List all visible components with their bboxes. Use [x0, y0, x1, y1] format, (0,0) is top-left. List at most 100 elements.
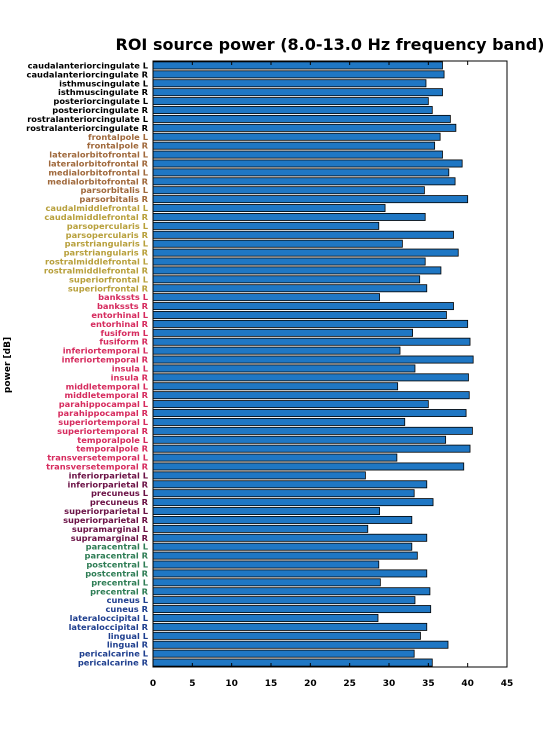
bar — [152, 614, 379, 622]
bar — [152, 426, 473, 435]
roi-label: rostralanteriorcingulate R — [26, 123, 148, 133]
bar — [152, 355, 474, 364]
roi-label: cuneus L — [107, 595, 149, 605]
bar — [152, 177, 456, 186]
roi-label: transversetemporal L — [47, 453, 148, 463]
bar — [152, 70, 445, 79]
bar — [152, 328, 414, 337]
bar — [152, 373, 469, 382]
roi-label: parsopercularis R — [66, 230, 149, 240]
roi-label: caudalanteriorcingulate R — [27, 69, 149, 79]
bar — [152, 97, 429, 106]
roi-label: parsorbitalis L — [80, 185, 148, 195]
roi-label: caudalmiddlefrontal R — [44, 212, 148, 222]
bar — [152, 239, 403, 248]
bars-layer — [152, 61, 474, 667]
roi-label: temporalpole R — [76, 444, 148, 454]
plot-frame — [152, 60, 508, 668]
bar — [152, 444, 471, 453]
bar — [152, 542, 413, 551]
roi-label: parsopercularis L — [67, 221, 149, 231]
roi-label: pericalcarine L — [79, 649, 149, 659]
bar — [152, 311, 447, 319]
roi-label: entorhinal R — [90, 319, 148, 329]
bar — [152, 622, 428, 631]
bar — [152, 123, 457, 132]
roi-label: inferiorparietal R — [67, 479, 148, 489]
bar — [152, 640, 449, 649]
roi-label: postcentral R — [85, 568, 148, 578]
bar — [152, 462, 465, 471]
roi-label: lateraloccipital R — [69, 622, 149, 632]
bar — [152, 587, 431, 596]
bar — [152, 159, 463, 168]
roi-label: parahippocampal R — [58, 408, 149, 418]
bar — [152, 578, 381, 587]
roi-labels-layer: caudalanteriorcingulate Lcaudalanteriorc… — [26, 60, 149, 667]
x-tick-label: 30 — [383, 679, 396, 689]
roi-label: inferiorparietal L — [69, 470, 149, 480]
bar — [152, 489, 415, 498]
roi-label: lateraloccipital L — [70, 613, 149, 623]
bar — [152, 524, 369, 533]
roi-label: rostralmiddlefrontal L — [45, 257, 149, 267]
x-tick-label: 5 — [189, 679, 195, 689]
bar — [152, 114, 451, 123]
bar — [152, 284, 428, 293]
roi-label: supramarginal L — [72, 524, 149, 534]
y-axis-label: power [dB] — [3, 337, 13, 393]
roi-label: rostralmiddlefrontal R — [44, 265, 149, 275]
bar — [152, 480, 428, 489]
roi-label: superiorparietal L — [64, 506, 149, 516]
x-tick-label: 20 — [304, 679, 317, 689]
roi-label: insula R — [111, 372, 149, 382]
roi-label: temporalpole L — [77, 435, 148, 445]
x-tick-label: 0 — [150, 679, 156, 689]
bar — [152, 221, 380, 230]
roi-label: medialorbitofrontal L — [48, 167, 148, 177]
bar — [152, 132, 441, 141]
roi-label: pericalcarine R — [78, 658, 149, 668]
roi-label: frontalpole R — [87, 141, 149, 151]
bar — [152, 337, 471, 346]
bar — [152, 346, 401, 355]
bar — [152, 391, 470, 400]
x-axis: 0 5 10 15 20 25 30 35 40 45 — [150, 60, 513, 689]
roi-label: precentral L — [91, 577, 148, 587]
roi-label: caudalmiddlefrontal L — [45, 203, 148, 213]
roi-label: lingual R — [107, 640, 149, 650]
bar — [152, 248, 459, 257]
roi-label: posteriorcingulate R — [52, 105, 148, 115]
bar — [152, 649, 415, 658]
roi-label: bankssts L — [98, 292, 149, 302]
bar — [152, 168, 450, 177]
bar — [152, 560, 380, 569]
roi-label: caudalanteriorcingulate L — [28, 60, 149, 70]
bar — [152, 302, 454, 311]
roi-label: isthmuscingulate R — [58, 87, 149, 97]
roi-label: precentral R — [90, 586, 148, 596]
roi-label: fusiform L — [100, 328, 148, 338]
x-tick-label: 40 — [461, 679, 474, 689]
roi-label: parsorbitalis R — [79, 194, 148, 204]
bar — [152, 212, 426, 221]
roi-label: medialorbitofrontal R — [47, 176, 148, 186]
bar — [152, 319, 469, 328]
roi-label: lateralorbitofrontal L — [49, 150, 148, 160]
roi-label: superiortemporal R — [57, 426, 148, 436]
roi-label: postcentral L — [86, 560, 148, 570]
bar — [152, 141, 436, 150]
roi-label: parstriangularis R — [64, 248, 149, 258]
roi-label: precuneus R — [90, 497, 149, 507]
bar — [152, 382, 399, 391]
roi-label: insula L — [112, 363, 149, 373]
x-tick-label: 35 — [422, 679, 435, 689]
roi-label: fusiform R — [99, 337, 148, 347]
x-tick-label: 15 — [265, 679, 278, 689]
bar — [152, 275, 421, 284]
bar — [152, 266, 442, 275]
bar — [152, 186, 425, 195]
bar — [152, 409, 467, 417]
bar — [152, 435, 447, 444]
